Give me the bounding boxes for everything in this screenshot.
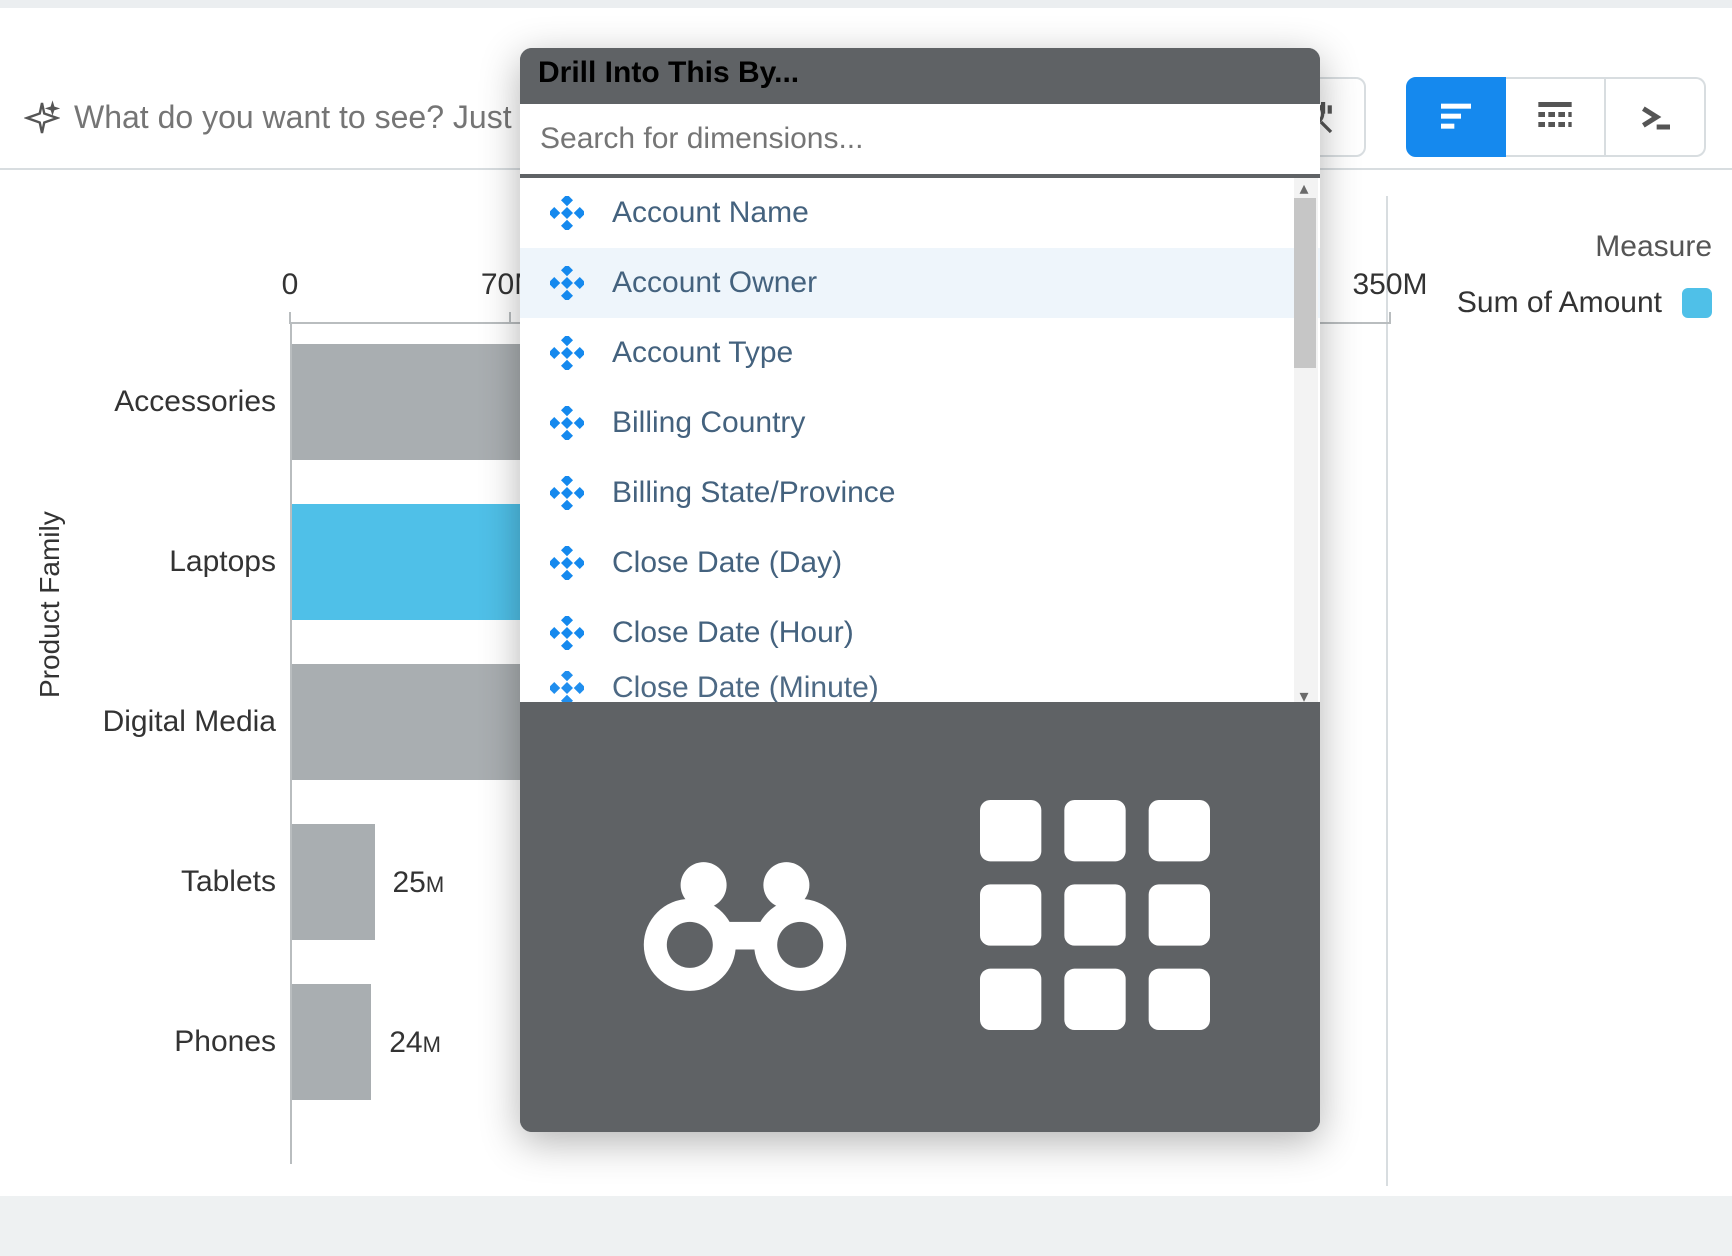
bar[interactable] bbox=[292, 824, 375, 940]
dimension-label: Account Owner bbox=[612, 266, 817, 300]
dimension-item[interactable]: Account Name bbox=[520, 178, 1320, 248]
legend-item[interactable]: Sum of Amount bbox=[1412, 286, 1712, 320]
drill-search-input[interactable] bbox=[540, 122, 1300, 156]
drill-action-row bbox=[520, 702, 1320, 1132]
drill-search bbox=[520, 104, 1320, 174]
scroll-thumb[interactable] bbox=[1294, 198, 1316, 368]
sparkle-icon bbox=[22, 98, 62, 138]
dimension-label: Account Name bbox=[612, 196, 809, 230]
dimension-label: Billing State/Province bbox=[612, 476, 895, 510]
grid-icon[interactable] bbox=[980, 800, 1210, 1035]
legend-item-label: Sum of Amount bbox=[1457, 286, 1662, 320]
drill-dimension-list: Account Name Account Owner Account Type Bil… bbox=[520, 174, 1320, 702]
legend-swatch bbox=[1682, 288, 1712, 318]
dimension-item[interactable]: Billing State/Province bbox=[520, 458, 1320, 528]
bar-category-label: Laptops bbox=[169, 545, 290, 579]
saql-mode-button[interactable] bbox=[1606, 77, 1706, 157]
bottom-strip bbox=[0, 1196, 1732, 1256]
dimension-item[interactable]: Close Date (Day) bbox=[520, 528, 1320, 598]
binoculars-icon[interactable] bbox=[630, 825, 860, 1010]
dimension-item[interactable]: Account Owner bbox=[520, 248, 1320, 318]
legend-title: Measure bbox=[1412, 230, 1712, 264]
scrollbar[interactable]: ▴ ▾ bbox=[1294, 178, 1318, 702]
scroll-down-icon[interactable]: ▾ bbox=[1294, 686, 1314, 702]
drill-title: Drill Into This By... bbox=[520, 48, 1320, 104]
bar-category-label: Phones bbox=[174, 1025, 290, 1059]
chart-mode-button[interactable] bbox=[1406, 77, 1506, 157]
bar-value-label: 25M bbox=[393, 866, 445, 900]
bar-category-label: Accessories bbox=[114, 385, 290, 419]
drill-popover: Drill Into This By... Account NameAccoun… bbox=[520, 48, 1320, 1132]
dimension-item[interactable]: Billing Country bbox=[520, 388, 1320, 458]
dimension-label: Close Date (Day) bbox=[612, 546, 842, 580]
bar-value-label: 24M bbox=[389, 1026, 441, 1060]
y-axis-label: Product Family bbox=[34, 511, 66, 698]
dimension-item[interactable]: Account Type bbox=[520, 318, 1320, 388]
dimension-label: Close Date (Hour) bbox=[612, 616, 854, 650]
dimension-item[interactable]: Close Date (Minute) bbox=[520, 668, 1320, 702]
dimension-item[interactable]: Close Date (Hour) bbox=[520, 598, 1320, 668]
dimension-label: Account Type bbox=[612, 336, 793, 370]
dimension-label: Close Date (Minute) bbox=[612, 671, 879, 702]
legend: Measure Sum of Amount bbox=[1412, 230, 1712, 320]
x-tick-label: 0 bbox=[282, 268, 299, 302]
top-strip bbox=[0, 0, 1732, 8]
bar[interactable] bbox=[292, 984, 371, 1100]
table-mode-button[interactable] bbox=[1506, 77, 1606, 157]
bar-category-label: Digital Media bbox=[103, 705, 290, 739]
dimension-label: Billing Country bbox=[612, 406, 805, 440]
scroll-up-icon[interactable]: ▴ bbox=[1294, 178, 1314, 194]
bar-category-label: Tablets bbox=[181, 865, 290, 899]
